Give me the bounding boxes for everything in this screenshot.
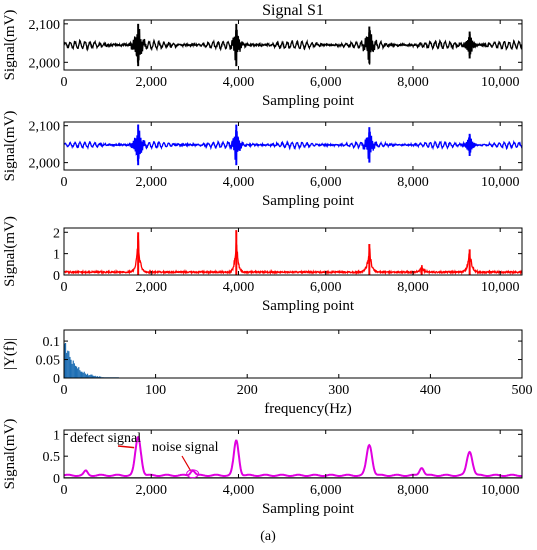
- chart-panel-4: 0 100 200 300 400 50000.050.1frequency(Hz)|Y(…: [2, 329, 533, 417]
- y-axis-label: |Y(f)|: [2, 338, 18, 370]
- axes-frame: [63, 227, 523, 276]
- x-tick-label: 0: [61, 75, 68, 90]
- x-tick-label: 2,000: [135, 280, 167, 295]
- y-tick-label: 1: [53, 428, 60, 443]
- x-tick-label: 8,000: [397, 75, 429, 90]
- annotation-noise-signal: noise signal: [152, 440, 219, 455]
- y-axis-label: Signal(mV): [2, 216, 18, 287]
- x-tick-label: 0: [61, 483, 68, 498]
- x-tick-label: 4,000: [223, 175, 255, 190]
- x-tick-label: 10,000: [481, 175, 520, 190]
- x-tick-label: 200: [237, 383, 258, 398]
- y-tick-label: 0.05: [36, 354, 61, 369]
- chart-panel-5: 0 2,000 4,000 6,000 8,000 10,000 0 0.5 1 Sampling…: [2, 419, 523, 517]
- y-tick-label: 2,000: [29, 157, 61, 172]
- y-tick-label: 2,100: [29, 18, 61, 33]
- plot-area: [64, 23, 522, 67]
- x-tick-label: 10,000: [481, 280, 520, 295]
- signal-line: [64, 235, 522, 275]
- y-tick-label: 0.5: [43, 450, 61, 465]
- x-tick-label: 4,000: [223, 483, 255, 498]
- y-tick-label: 0: [53, 472, 60, 487]
- plot-area: [64, 124, 522, 166]
- annotation-arrow: [181, 455, 192, 472]
- y-tick-label: 2: [53, 226, 60, 241]
- axes-frame: [63, 19, 523, 71]
- x-tick-label: 6,000: [310, 175, 342, 190]
- x-axis-label: frequency(Hz): [264, 401, 351, 417]
- axes-frame: [63, 121, 523, 171]
- signal-line: [64, 124, 522, 165]
- y-axis-label: Signal(mV): [2, 111, 18, 182]
- plot-area: [64, 230, 522, 275]
- chart-panel-2: 0 2,000 4,000 6,000 8,000 10,0002,0002,100Sam…: [2, 111, 523, 209]
- x-tick-label: 2,000: [135, 75, 167, 90]
- envelope-line: [64, 435, 522, 477]
- chart-panel-3: 0 2,000 4,000 6,000 8,000 10,000 0 1 2 Sampling p…: [2, 216, 523, 314]
- signal-line: [64, 24, 522, 66]
- x-tick-label: 300: [328, 383, 349, 398]
- x-axis-label: Sampling point: [262, 93, 355, 109]
- chart-title: Signal S1: [262, 2, 324, 19]
- x-tick-label: 8,000: [397, 483, 429, 498]
- plot-area: [64, 342, 119, 378]
- x-tick-label: 6,000: [310, 483, 342, 498]
- axes-frame: [63, 429, 523, 479]
- y-tick-label: 1: [53, 248, 60, 263]
- x-tick-label: 4,000: [223, 280, 255, 295]
- x-tick-label: 500: [512, 383, 533, 398]
- x-tick-label: 0: [61, 280, 68, 295]
- axes-frame: [63, 329, 523, 379]
- x-tick-label: 100: [145, 383, 166, 398]
- x-tick-label: 4,000: [223, 75, 255, 90]
- x-tick-label: 10,000: [481, 75, 520, 90]
- x-axis-label: Sampling point: [262, 501, 355, 517]
- chart-panel-1: 0 2,000 4,000 6,000 8,000 10,0002,0002,100Sam…: [2, 2, 523, 109]
- y-tick-label: 0: [53, 372, 60, 387]
- noise-marker: [186, 469, 200, 479]
- x-tick-label: 2,000: [135, 483, 167, 498]
- y-axis-label: Signal(mV): [2, 10, 18, 81]
- y-tick-label: 2,100: [29, 120, 61, 135]
- x-axis-label: Sampling point: [262, 193, 355, 209]
- x-tick-label: 8,000: [397, 175, 429, 190]
- y-tick-label: 2,000: [29, 56, 61, 71]
- x-tick-label: 2,000: [135, 175, 167, 190]
- y-tick-label: 0.1: [43, 335, 61, 350]
- figure-label: (a): [260, 529, 276, 544]
- x-tick-label: 6,000: [310, 280, 342, 295]
- x-tick-label: 400: [420, 383, 441, 398]
- annotation-arrow: [117, 445, 135, 449]
- y-axis-label: Signal(mV): [2, 419, 18, 490]
- x-tick-label: 6,000: [310, 75, 342, 90]
- x-tick-label: 0: [61, 383, 68, 398]
- x-tick-label: 10,000: [481, 483, 520, 498]
- y-tick-label: 0: [53, 269, 60, 284]
- x-tick-label: 0: [61, 175, 68, 190]
- annotation-defect-signal: defect signal: [70, 431, 141, 446]
- x-tick-label: 8,000: [397, 280, 429, 295]
- x-axis-label: Sampling point: [262, 298, 355, 314]
